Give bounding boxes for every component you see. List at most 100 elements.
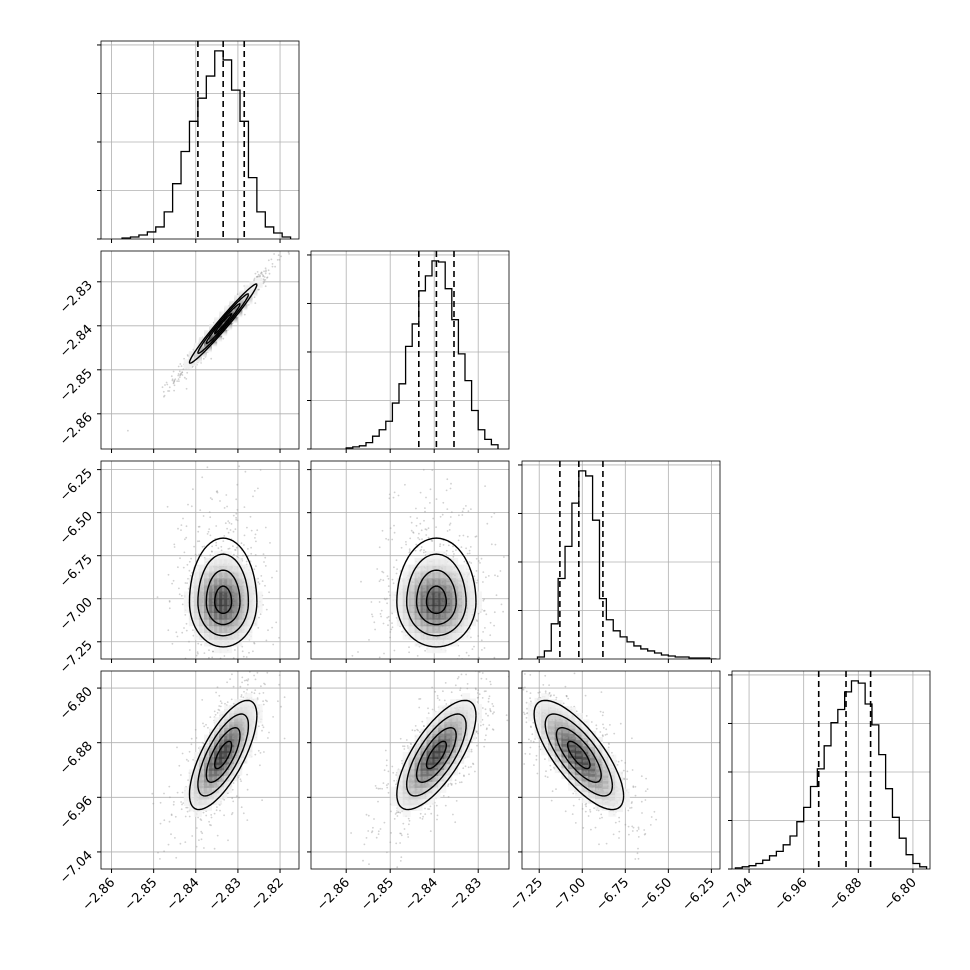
scatter-point-3-2-128 bbox=[607, 742, 610, 744]
scatter-point-3-2-252 bbox=[620, 759, 623, 762]
scatter-point-3-1-632 bbox=[386, 851, 388, 854]
contour-1-0-3 bbox=[188, 283, 258, 364]
scatter-point-2-0-201 bbox=[265, 608, 268, 611]
scatter-point-1-0-519 bbox=[173, 384, 176, 387]
scatter-point-3-1-521 bbox=[407, 836, 410, 838]
density-cell-2-0-0--7 bbox=[219, 645, 228, 654]
scatter-point-3-1-353 bbox=[485, 712, 487, 715]
scatter-point-2-0-479 bbox=[214, 429, 216, 431]
density-cell-3-1--1--2 bbox=[426, 768, 435, 777]
scatter-point-2-0-190 bbox=[180, 529, 182, 531]
scatter-point-3-0-259 bbox=[175, 856, 178, 859]
scatter-point-2-0-623 bbox=[236, 483, 239, 486]
scatter-point-3-0-388 bbox=[180, 808, 183, 811]
density-cell-3-0--6-1 bbox=[188, 780, 197, 789]
scatter-point-2-1-642 bbox=[418, 538, 421, 541]
scatter-point-1-0-259 bbox=[264, 279, 267, 281]
scatter-point-2-0-164 bbox=[223, 535, 226, 537]
scatter-point-2-1-54 bbox=[483, 598, 485, 601]
scatter-point-2-1-11 bbox=[414, 454, 416, 456]
scatter-point-1-0-689 bbox=[254, 302, 257, 304]
density-cell-2-0-2--1 bbox=[229, 604, 238, 613]
scatter-point-3-1-633 bbox=[419, 698, 422, 700]
scatter-point-3-1-415 bbox=[459, 781, 461, 784]
scatter-point-3-1-615 bbox=[456, 677, 459, 680]
scatter-point-3-2-31 bbox=[565, 695, 568, 697]
density-cell-3-0-7-0 bbox=[254, 709, 263, 718]
density-cell-2-1--1-6 bbox=[426, 557, 435, 566]
scatter-point-3-1-497 bbox=[462, 767, 465, 770]
scatter-point-3-1-515 bbox=[484, 708, 487, 711]
xtick-label-0-0: −2.86 bbox=[80, 875, 119, 914]
ytick-label-1-1: −2.84 bbox=[57, 322, 96, 361]
density-cell-1-0--7-1 bbox=[183, 359, 192, 368]
scatter-point-2-0-549 bbox=[201, 545, 204, 548]
scatter-point-2-1-435 bbox=[442, 544, 445, 546]
density-cell-2-1-2-0 bbox=[444, 598, 453, 607]
scatter-point-3-1-535 bbox=[427, 808, 429, 810]
density-cell-3-1-2--3 bbox=[444, 756, 453, 765]
panel-2-0: −6.25−6.50−6.75−7.00−7.25 bbox=[57, 429, 300, 684]
scatter-point-3-1-542 bbox=[454, 779, 457, 782]
scatter-point-2-1-417 bbox=[408, 550, 411, 552]
panel-inner-2-1 bbox=[311, 454, 528, 663]
density-cell-2-1--3-4 bbox=[414, 571, 423, 580]
scatter-point-2-1-350 bbox=[389, 594, 391, 597]
density-cell-2-1-2--3 bbox=[444, 618, 453, 627]
density-cell-2-1-4--4 bbox=[456, 625, 465, 633]
scatter-point-2-1-228 bbox=[396, 661, 398, 663]
scatter-point-2-1-401 bbox=[526, 586, 528, 588]
density-cell-2-0-0-5 bbox=[219, 564, 228, 573]
density-cell-3-0-4--4 bbox=[239, 750, 248, 759]
scatter-point-2-0-515 bbox=[256, 682, 258, 684]
density-cell-3-1--5--4 bbox=[402, 803, 411, 812]
density-cell-2-1-2--6 bbox=[444, 638, 453, 647]
density-cell-3-1--1--3 bbox=[426, 773, 435, 782]
scatter-point-2-1-443 bbox=[378, 601, 381, 603]
scatter-point-3-0-204 bbox=[216, 834, 219, 837]
scatter-point-3-2-124 bbox=[623, 777, 625, 780]
density-cell-3-1-0--7 bbox=[432, 790, 441, 799]
scatter-point-2-1-62 bbox=[475, 570, 478, 572]
density-cell-3-0--3-3 bbox=[204, 751, 212, 760]
scatter-point-2-0-267 bbox=[185, 429, 187, 431]
density-cell-3-1-5-2 bbox=[462, 710, 471, 719]
scatter-point-2-0-224 bbox=[189, 574, 192, 577]
scatter-point-1-0-187 bbox=[186, 371, 189, 374]
scatter-point-3-1-607 bbox=[487, 697, 490, 700]
density-cell-2-1--2-3 bbox=[420, 578, 429, 586]
scatter-point-2-0-263 bbox=[259, 469, 262, 471]
scatter-point-3-0-340 bbox=[195, 845, 198, 848]
scatter-point-3-2-56 bbox=[537, 691, 540, 694]
scatter-point-3-0-583 bbox=[230, 698, 233, 701]
scatter-point-3-1-352 bbox=[387, 791, 390, 794]
density-cell-2-0-1-4 bbox=[224, 571, 233, 580]
density-cell-2-1-6-3 bbox=[468, 578, 476, 586]
density-cell-3-1--1--1 bbox=[426, 762, 435, 771]
scatter-point-3-1-424 bbox=[402, 822, 405, 825]
density-cell-3-1-1--7 bbox=[438, 784, 447, 793]
scatter-point-2-0-182 bbox=[245, 656, 248, 658]
density-cell-3-1--5--5 bbox=[402, 808, 411, 817]
density-cell-3-1-5--3 bbox=[462, 738, 471, 747]
scatter-point-3-1-184 bbox=[396, 815, 399, 817]
density-cell-3-0-0--4 bbox=[219, 773, 228, 782]
scatter-point-2-0-499 bbox=[211, 498, 213, 501]
scatter-point-3-2-183 bbox=[549, 768, 552, 771]
density-cell-3-0--3--5 bbox=[204, 797, 212, 806]
density-cell-2-0--5-4 bbox=[193, 571, 202, 580]
density-cell-2-0-4--2 bbox=[239, 611, 248, 620]
density-cell-3-1-6-0 bbox=[468, 715, 476, 724]
scatter-point-2-0-434 bbox=[196, 540, 199, 543]
contour-3-1-1 bbox=[415, 726, 457, 784]
density-cell-2-1-4-5 bbox=[456, 564, 465, 573]
contour-2-1-0 bbox=[425, 585, 448, 615]
density-cell-2-1-3--5 bbox=[450, 631, 459, 640]
scatter-point-3-1-392 bbox=[458, 772, 461, 775]
density-cell-2-0--1-3 bbox=[214, 578, 223, 586]
scatter-point-3-1-326 bbox=[429, 830, 432, 832]
density-cell-2-1-4-2 bbox=[456, 584, 465, 593]
scatter-point-3-2-190 bbox=[590, 721, 593, 723]
scatter-point-3-1-630 bbox=[470, 740, 473, 743]
scatter-point-2-1-459 bbox=[357, 651, 359, 653]
